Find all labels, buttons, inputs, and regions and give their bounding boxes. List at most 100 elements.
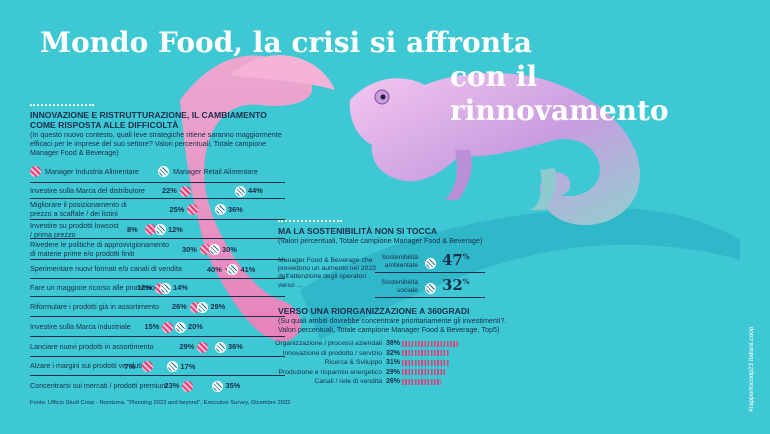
industria-value-label: 8%: [127, 224, 138, 234]
industria-value-label: 7%: [124, 361, 136, 371]
dot-row: Rivedere le politiche di approvvigioname…: [30, 238, 285, 259]
percent-unit: %: [462, 252, 470, 261]
riorganizzazione-value: 26%: [386, 378, 401, 386]
title-line-2: con il rinnovamento: [450, 60, 669, 127]
retail-value-label: 17%: [180, 361, 196, 371]
retail-swatch-icon: [158, 166, 169, 177]
industria-value-label: 15%: [144, 322, 160, 331]
industria-value-label: 25%: [169, 204, 185, 214]
retail-value-label: 35%: [225, 381, 241, 390]
dot-row: Alzare i margini sui prodotti venduti 7% 1…: [30, 356, 285, 375]
industria-value-label: 30%: [182, 244, 197, 254]
riorganizzazione-subtitle: (Su quali ambiti dovrebbe concentrare pr…: [278, 316, 507, 334]
vertical-credit: #rapportocoop23 italiani.coop: [748, 326, 755, 412]
riorganizzazione-title: VERSO UNA RIORGANIZZAZIONE A 360GRADI: [278, 306, 470, 316]
retail-value-label: 12%: [168, 224, 183, 234]
row-label: Sperimentare nuovi formati e/o canali di…: [30, 264, 182, 273]
riorganizzazione-bar: [402, 359, 449, 366]
legend-item-retail: Manager Retail Alimentare: [158, 166, 258, 177]
industria-marker: [199, 244, 211, 255]
industria-swatch-icon: [30, 166, 41, 177]
legend-label-retail: Manager Retail Alimentare: [173, 167, 258, 176]
riorganizzazione-label: Innovazione di prodotto / servizio: [282, 349, 382, 357]
retail-value-label: 41%: [240, 264, 256, 274]
row-label: Investire sulla Marca industriale: [30, 321, 131, 331]
industria-marker: [187, 204, 198, 215]
dot-row: Fare un maggiore ricorso alle promozioni…: [30, 278, 285, 296]
retail-marker: [159, 282, 171, 294]
industria-marker: [182, 380, 193, 392]
blue-branch: [300, 207, 740, 340]
chameleon-leg-back: [530, 168, 557, 210]
retail-marker: [167, 361, 178, 372]
dotted-separator-left: [30, 104, 94, 106]
retail-value-label: 30%: [222, 244, 237, 254]
industria-value-label: 22%: [162, 186, 177, 195]
retail-value-label: 44%: [248, 186, 263, 195]
riorganizzazione-bar: [402, 340, 459, 347]
sostenibilita-marker: [425, 258, 436, 269]
sostenibilita-value: 47%: [442, 251, 470, 269]
row-label: Alzare i margini sui prodotti venduti: [30, 361, 142, 370]
riorganizzazione-section: VERSO UNA RIORGANIZZAZIONE A 360GRADI (S…: [278, 306, 508, 335]
industria-marker: [142, 361, 153, 372]
riorganizzazione-bar: [402, 378, 441, 385]
riorganizzazione-value: 38%: [386, 340, 401, 347]
industria-value-label: 40%: [207, 264, 222, 274]
retail-value-label: 14%: [173, 283, 188, 292]
sostenibilita-value: 32%: [442, 276, 470, 294]
legend-label-industria: Manager Industria Alimentare: [45, 167, 139, 176]
percent-unit: %: [462, 277, 470, 286]
riorganizzazione-label: Produzione e risparmio energetico: [278, 368, 382, 376]
dot-row: Investire sulla Marca del distributore 22…: [30, 182, 285, 198]
page-title: Mondo Food, la crisi si affronta con il …: [40, 26, 760, 128]
retail-marker: [209, 244, 220, 255]
riorganizzazione-bar: [402, 369, 446, 376]
riorganizzazione-label: Ricerca & Sviluppo: [324, 359, 382, 367]
riorganizzazione-bar: [402, 350, 450, 357]
riorganizzazione-label: Canali / rete di vendita: [314, 378, 382, 386]
industria-value-label: 12%: [137, 283, 152, 292]
dot-row: Concentrarsi sui mercati / prodotti prem…: [30, 375, 285, 395]
chameleon-leg: [445, 150, 472, 200]
row-label: Fare un maggiore ricorso alle promozioni: [30, 282, 161, 292]
legend: Manager Industria Alimentare Manager Ret…: [30, 166, 290, 180]
dot-row: Riformulare i prodotti già in assortimen…: [30, 296, 285, 316]
pink-branch-upper: [230, 55, 335, 90]
industria-marker: [197, 341, 208, 353]
retail-marker: [154, 224, 166, 235]
dot-row: Lanciare nuovi prodotti in assortimento 2…: [30, 336, 285, 356]
retail-value-label: 20%: [188, 322, 203, 331]
riorganizzazione-row: Organizzazione / processi aziendali 38%: [275, 339, 518, 348]
sostenibilita-description: Manager Food & Beverage che prevedono un…: [278, 257, 376, 289]
riorganizzazione-value: 32%: [386, 349, 401, 357]
row-label: Migliorare il posizionamento di prezzo a …: [30, 200, 127, 218]
retail-marker: [214, 341, 226, 353]
row-label: Riformulare i prodotti già in assortimen…: [30, 301, 160, 311]
sostenibilita-section: MA LA SOSTENIBILITÀ NON SI TOCCA (Valori…: [278, 226, 493, 246]
row-label: Rivedere le politiche di approvvigioname…: [30, 240, 170, 258]
industria-marker: [189, 301, 201, 313]
riorganizzazione-row: Innovazione di prodotto / servizio 32%: [278, 349, 518, 358]
retail-value-label: 36%: [228, 342, 243, 351]
row-label: Investire sulla Marca del distributore: [30, 185, 146, 195]
retail-value-label: 29%: [210, 302, 226, 311]
industria-value-label: 26%: [172, 302, 187, 311]
row-label: Investire su prodotti lowcost / prima pre…: [30, 221, 119, 239]
industria-value-label: 23%: [164, 381, 180, 390]
dot-row: Sperimentare nuovi formati e/o canali di…: [30, 259, 285, 278]
dot-row: Investire sulla Marca industriale 15% 20%: [30, 316, 285, 336]
row-label: Lanciare nuovi prodotti in assortimento: [30, 341, 154, 351]
source-note: Fonte: Ufficio Studi Coop - Nomisma, "Pl…: [30, 400, 291, 406]
pink-branch: [180, 55, 313, 342]
retail-marker: [212, 380, 223, 392]
retail-marker: [227, 264, 238, 275]
retail-value-label: 36%: [228, 204, 243, 214]
sostenibilita-underline: [375, 272, 485, 273]
industria-value-label: 29%: [179, 342, 195, 351]
retail-marker: [174, 321, 186, 333]
sostenibilita-marker: [425, 283, 436, 294]
retail-marker: [214, 204, 226, 215]
retail-marker: [197, 301, 208, 313]
dot-row: Migliorare il posizionamento di prezzo a …: [30, 198, 285, 219]
